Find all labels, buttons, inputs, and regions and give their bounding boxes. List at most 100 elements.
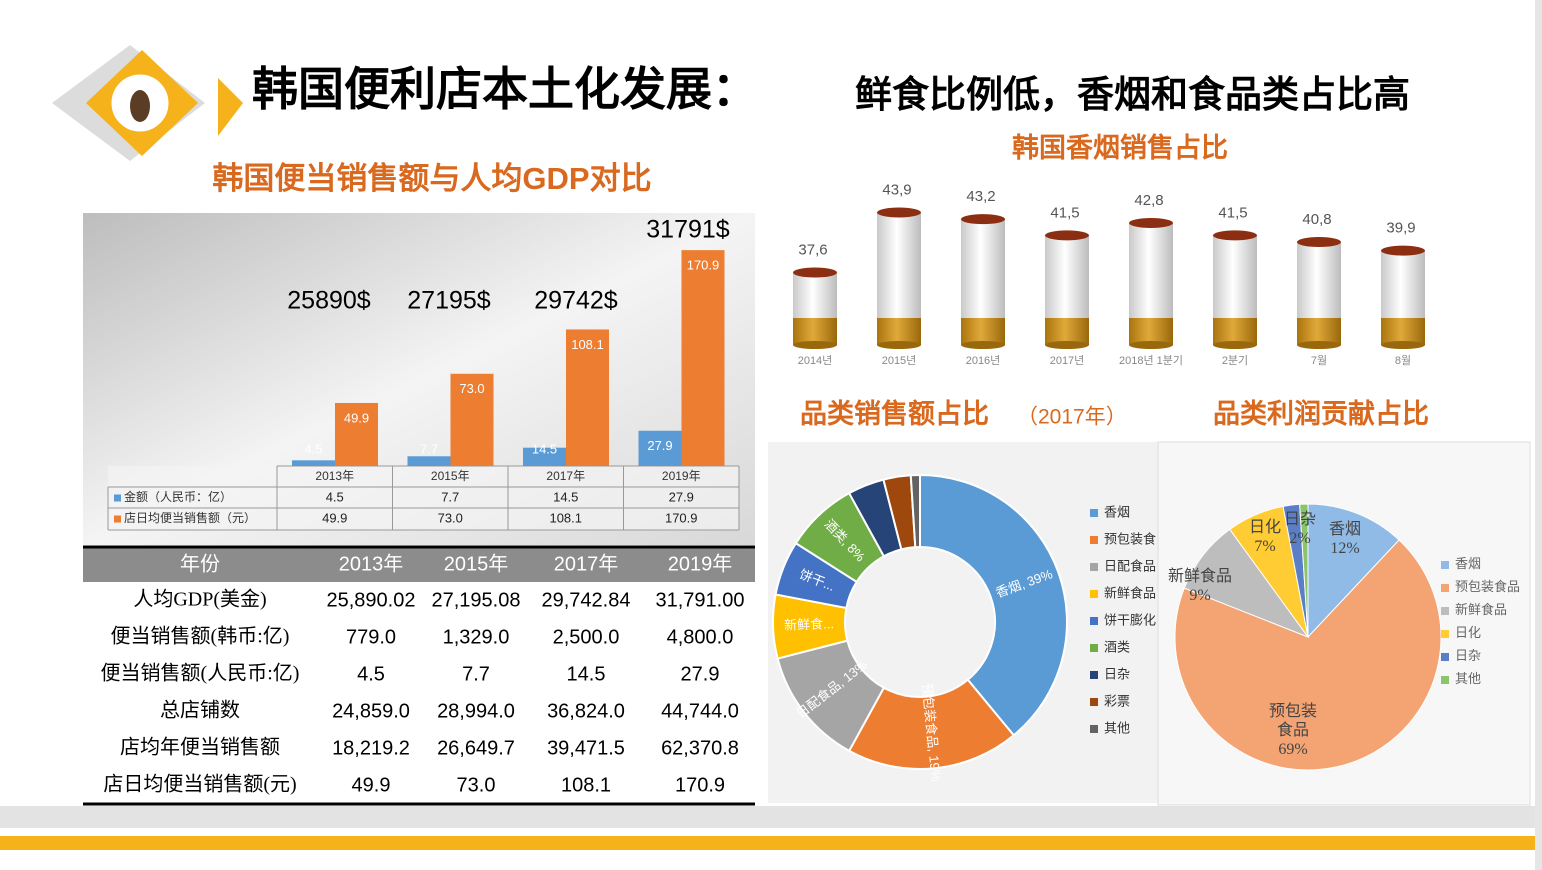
legend-swatch (1090, 698, 1098, 706)
chart-title: 韩国香烟销售占比 (1012, 132, 1228, 163)
data-label: 73.0 (459, 381, 484, 396)
table-header: 年份 (180, 552, 220, 575)
data-label: 43,2 (966, 188, 995, 205)
table-cell: 62,370.8 (661, 737, 739, 759)
x-tick-label: 2분기 (1222, 354, 1248, 367)
title: 韩国便利店本土化发展： (252, 63, 758, 115)
legend-swatch (1441, 607, 1449, 615)
legend-swatch (1090, 644, 1098, 652)
x-tick-label: 2017년 (1050, 354, 1085, 367)
chart-title: 品类利润贡献占比 (1213, 398, 1429, 429)
table-cell: 人均GDP(美金) (133, 588, 266, 611)
data-label: 41,5 (1050, 204, 1079, 221)
chart-title: 韩国便当销售额与人均GDP对比 (212, 161, 651, 196)
data-label: 4.5 (304, 441, 322, 456)
x-tick-label: 2018년 1분기 (1119, 354, 1183, 367)
cigarette-filter (877, 318, 921, 345)
table-cell: 108.1 (561, 774, 611, 796)
table-cell: 24,859.0 (332, 700, 410, 722)
cigarette-filter (1297, 318, 1341, 345)
cigarette-tip (1213, 230, 1257, 241)
table-cell: 49.9 (352, 774, 391, 796)
table-cell: 73.0 (457, 774, 496, 796)
edge-stripe (1535, 0, 1542, 870)
data-label: 7.7 (420, 441, 438, 456)
legend-swatch (1441, 584, 1449, 592)
table-cell: 44,744.0 (661, 700, 739, 722)
table-cell: 73.0 (438, 510, 463, 525)
table-cell: 14.5 (553, 489, 578, 504)
table-cell: 便当销售额(韩币:亿) (111, 625, 290, 648)
title-arrow (218, 78, 243, 136)
table-header: 2019年 (668, 552, 733, 575)
cigarette-base (961, 341, 1005, 349)
legend-swatch (114, 494, 121, 502)
table-cell: 49.9 (322, 510, 347, 525)
legend-label: 其他 (1104, 720, 1130, 735)
data-label: 新鲜食... (784, 616, 834, 633)
data-label: 37,6 (798, 242, 827, 259)
x-tick-label: 2015년 (882, 354, 917, 367)
table-cell: 2,500.0 (553, 626, 620, 648)
gdp-annotation: 29742$ (534, 287, 618, 315)
bar (681, 250, 725, 466)
cigarette-filter (1045, 318, 1089, 345)
footer-band (0, 806, 1535, 828)
legend-label: 香烟 (1104, 504, 1130, 519)
cigarette-filter (1381, 318, 1425, 345)
table-header: 2013年 (339, 552, 404, 575)
data-label: 39,9 (1386, 220, 1415, 237)
x-tick-label: 8월 (1395, 354, 1411, 367)
data-label: 27.9 (647, 438, 672, 453)
bar (638, 430, 682, 466)
bar (523, 447, 566, 466)
legend-label: 饼干膨化 (1104, 612, 1156, 627)
x-tick-label: 2017年 (546, 469, 585, 483)
cigarette-tip (1045, 230, 1089, 241)
x-tick-label: 2015年 (431, 469, 470, 483)
table-cell: 店均年便当销售额 (120, 736, 280, 759)
table-cell: 27,195.08 (432, 589, 521, 611)
legend-swatch (1441, 676, 1449, 684)
table-cell: 108.1 (549, 510, 582, 525)
table-cell: 779.0 (346, 626, 396, 648)
legend-label: 店日均便当销售额（元） (124, 510, 256, 525)
bar (566, 329, 609, 466)
table-header: 2017年 (554, 552, 619, 575)
table-cell: 25,890.02 (327, 589, 416, 611)
table-cell: 29,742.84 (542, 589, 631, 611)
table-cell: 4.5 (326, 489, 344, 504)
logo-figure (130, 90, 150, 122)
cigarette-base (1129, 341, 1173, 349)
data-label: 香烟 12% (1328, 521, 1361, 557)
cigarette-tip (1297, 237, 1341, 248)
table-cell: 7.7 (441, 489, 459, 504)
cigarette-filter (793, 318, 837, 345)
data-label: 40,8 (1302, 211, 1331, 228)
data-label: 41,5 (1218, 204, 1247, 221)
data-label: 新鲜食品 9% (1167, 568, 1232, 604)
data-label: 42,8 (1134, 192, 1163, 209)
cigarette-filter (961, 318, 1005, 345)
gdp-annotation: 25890$ (287, 287, 371, 315)
legend-swatch (1090, 590, 1098, 598)
x-tick-label: 7월 (1311, 354, 1327, 367)
slice (1307, 503, 1400, 639)
table-cell: 31,791.00 (656, 589, 745, 611)
table-cell: 27.9 (681, 663, 720, 685)
cigarette-filter (1129, 318, 1173, 345)
table-cell: 4,800.0 (667, 626, 734, 648)
legend-label: 日杂 (1455, 648, 1481, 663)
legend-swatch (1090, 617, 1098, 625)
table-cell: 7.7 (462, 663, 490, 685)
cigarette-tip (1381, 245, 1425, 256)
cigarette-tip (961, 214, 1005, 225)
table-cell: 170.9 (675, 774, 725, 796)
legend-swatch (1090, 536, 1098, 544)
legend-swatch (1441, 561, 1449, 569)
slice (919, 473, 1068, 737)
slice (1299, 503, 1309, 638)
legend-label: 金额（人民币：亿） (124, 489, 232, 504)
table-cell: 便当销售额(人民币:亿) (101, 662, 300, 685)
table-cell: 170.9 (665, 510, 698, 525)
